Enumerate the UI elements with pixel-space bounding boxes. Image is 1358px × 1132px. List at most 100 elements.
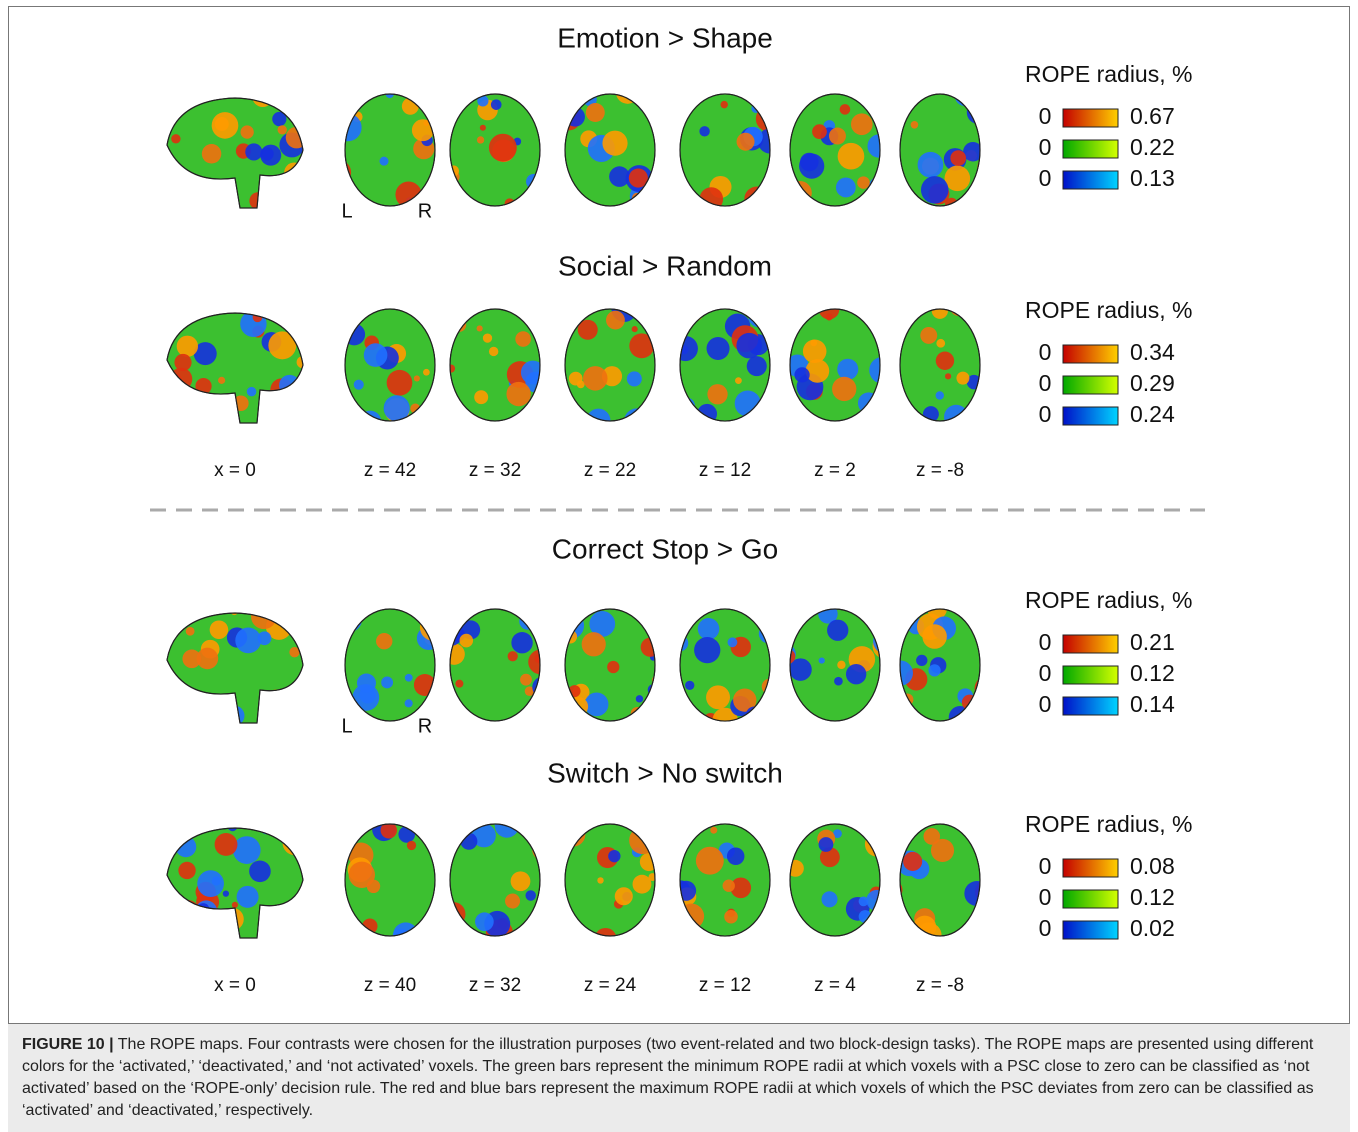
blob xyxy=(218,377,225,384)
blob xyxy=(202,144,222,164)
blob xyxy=(829,128,846,145)
blob xyxy=(330,325,344,339)
legend-max: 0.22 xyxy=(1130,134,1175,160)
slice-label: z = 32 xyxy=(469,975,521,996)
brain-slice xyxy=(659,84,804,216)
blob xyxy=(552,315,569,332)
blob xyxy=(520,674,532,686)
brain-slice xyxy=(318,293,463,434)
blob xyxy=(647,923,659,935)
slice-label: z = 4 xyxy=(814,975,856,996)
blob xyxy=(639,99,652,112)
blob xyxy=(945,373,951,379)
blob xyxy=(627,371,642,386)
blob xyxy=(984,382,990,388)
legend-min: 0 xyxy=(1039,853,1052,879)
blob xyxy=(347,603,354,610)
blob xyxy=(561,822,585,846)
blob xyxy=(784,305,793,314)
blob xyxy=(982,632,988,638)
blob xyxy=(769,348,776,355)
blob xyxy=(549,176,570,197)
blob xyxy=(746,706,763,723)
blob xyxy=(272,191,280,199)
blob xyxy=(911,121,919,129)
blob xyxy=(864,923,884,943)
legend-title: ROPE radius, % xyxy=(1025,811,1192,837)
blob xyxy=(331,834,340,843)
blob xyxy=(533,694,540,701)
blob xyxy=(252,86,273,107)
blob xyxy=(197,870,224,897)
blob xyxy=(434,859,445,870)
brain-slice xyxy=(533,80,683,208)
side-label: R xyxy=(418,715,432,737)
blob xyxy=(771,362,786,377)
blob xyxy=(724,910,738,924)
blob xyxy=(865,924,877,936)
blob xyxy=(195,900,217,922)
blob xyxy=(549,625,569,645)
blob xyxy=(764,107,771,114)
blob xyxy=(879,107,895,123)
blob xyxy=(840,104,851,115)
blob xyxy=(773,680,787,694)
blob xyxy=(838,143,865,170)
blob xyxy=(624,408,650,434)
blob xyxy=(670,93,676,99)
blob xyxy=(426,307,448,329)
blob xyxy=(459,634,473,648)
blob xyxy=(318,349,337,368)
panel-title: Social > Random xyxy=(558,250,772,281)
blob xyxy=(477,325,483,331)
blob xyxy=(412,119,434,141)
slice-label: z = 32 xyxy=(469,460,521,481)
blob xyxy=(706,685,730,709)
blob xyxy=(881,182,892,193)
blob xyxy=(787,920,794,927)
blob xyxy=(436,111,450,125)
blob xyxy=(290,183,299,192)
blob xyxy=(633,875,652,894)
brain-slice xyxy=(167,816,307,938)
blob xyxy=(319,671,330,682)
blob xyxy=(569,697,588,716)
blob xyxy=(671,670,679,678)
legend-bar xyxy=(1063,890,1118,908)
blob xyxy=(632,326,638,332)
blob xyxy=(511,632,532,653)
blob xyxy=(956,372,969,385)
blob xyxy=(547,814,559,826)
blob xyxy=(979,162,997,180)
blob xyxy=(988,656,1015,683)
blob xyxy=(532,677,553,698)
blob xyxy=(233,836,261,864)
blob xyxy=(266,689,287,710)
blob xyxy=(321,80,341,100)
blob xyxy=(827,620,848,641)
blob xyxy=(770,159,785,174)
blob xyxy=(837,359,858,380)
blob xyxy=(879,708,887,716)
blob xyxy=(176,900,200,924)
blob xyxy=(664,858,676,870)
legend-min: 0 xyxy=(1039,691,1052,717)
brain-slice xyxy=(651,815,798,950)
blob xyxy=(558,828,564,834)
blob xyxy=(541,820,564,843)
blob xyxy=(436,293,463,320)
blob xyxy=(651,841,672,862)
blob xyxy=(659,91,667,99)
blob xyxy=(794,367,809,382)
legend-min: 0 xyxy=(1039,165,1052,191)
blob xyxy=(442,902,466,926)
blob xyxy=(321,389,335,403)
blob xyxy=(1002,323,1014,335)
blob xyxy=(387,370,413,396)
legend-bar xyxy=(1063,859,1118,877)
blob xyxy=(988,645,1002,659)
blob xyxy=(525,890,535,900)
blob xyxy=(936,339,945,348)
blob xyxy=(597,877,603,883)
blob xyxy=(878,163,895,180)
